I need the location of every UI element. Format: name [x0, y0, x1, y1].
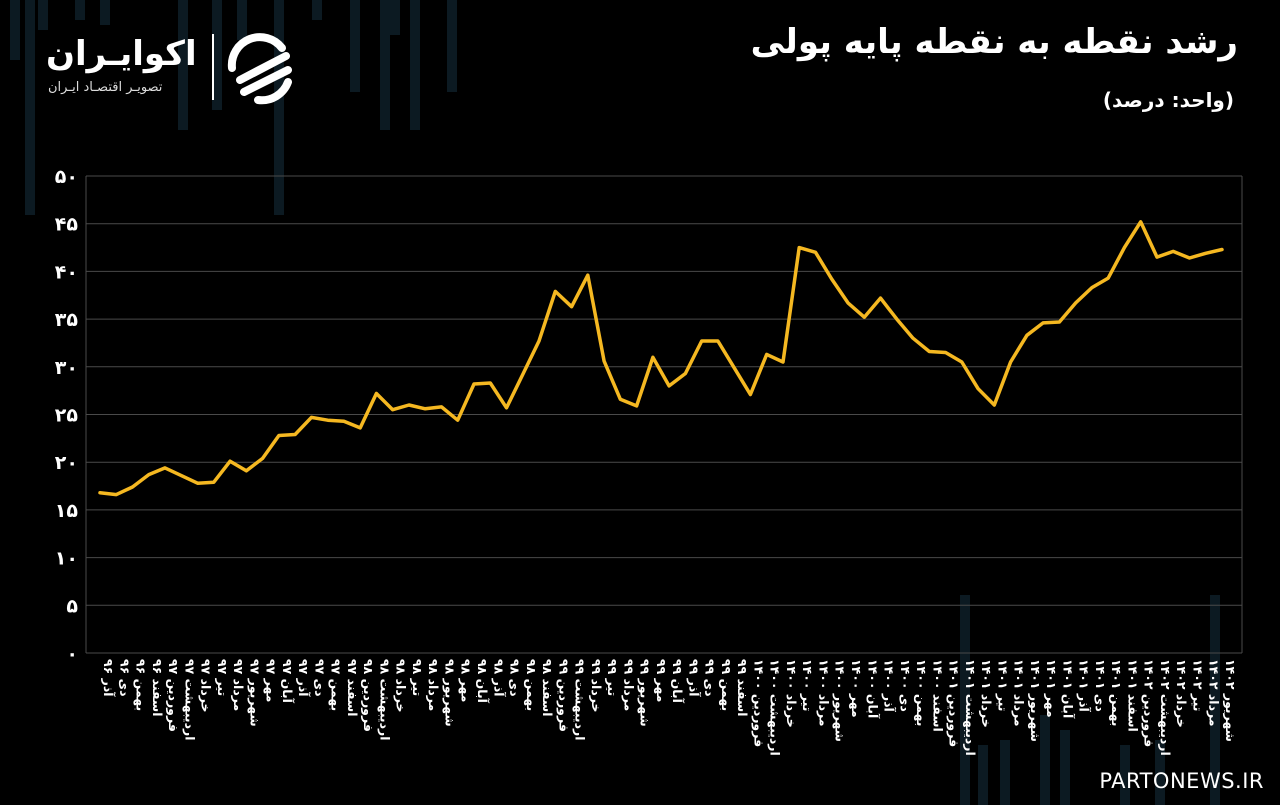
x-tick-label: شهریور ۹۹	[638, 659, 653, 727]
x-tick-label: اسفند ۱۴۰۰	[930, 659, 945, 732]
logo-name: اکوایـران	[46, 34, 197, 74]
x-tick-label: آبان ۹۹	[670, 659, 685, 704]
y-tick-label: ۵	[66, 595, 78, 617]
x-tick-label: آذر ۹۸	[491, 659, 506, 697]
x-tick-label: اردیبهشت ۱۴۰۱	[963, 659, 978, 756]
x-tick-label: اسفند ۱۴۰۱	[1125, 659, 1140, 732]
x-tick-label: شهریور ۹۷	[247, 659, 262, 727]
x-tick-label: خرداد ۱۴۰۰	[784, 659, 799, 728]
x-tick-label: آذر ۹۹	[686, 659, 701, 697]
y-tick-label: ۳۰	[55, 357, 78, 379]
x-tick-label: دی ۱۴۰۰	[898, 659, 913, 712]
watermark: PARTONEWS.IR	[1099, 769, 1264, 793]
logo-subtitle: تصویـر اقتصـاد ایـران	[48, 80, 163, 95]
x-tick-label: بهمن ۹۶	[134, 659, 149, 711]
x-tick-label: مهر ۱۴۰۱	[1044, 659, 1059, 718]
y-tick-label: ۵۰	[55, 166, 78, 188]
x-tick-label: تیر ۱۴۰۲	[1190, 659, 1205, 711]
x-tick-label: بهمن ۹۷	[329, 659, 344, 711]
x-tick-label: تیر ۹۷	[215, 659, 230, 696]
y-tick-label: ۳۵	[55, 309, 79, 331]
x-tick-label: خرداد ۱۴۰۱	[979, 659, 994, 728]
x-tick-label: بهمن ۱۴۰۰	[914, 659, 929, 726]
x-tick-label: مهر ۹۷	[264, 659, 279, 702]
x-tick-label: مهر ۱۴۰۰	[849, 659, 864, 718]
x-tick-label: فروردین ۱۴۰۲	[1142, 659, 1157, 747]
x-tick-label: اسفند ۹۹	[735, 659, 750, 717]
x-tick-label: خرداد ۹۸	[394, 659, 409, 713]
x-tick-label: اردیبهشت ۹۹	[573, 659, 588, 741]
y-tick-label: ۱۵	[55, 500, 79, 522]
series-line	[98, 220, 1224, 497]
x-tick-label: بهمن ۹۸	[524, 659, 539, 711]
y-tick-label: ۲۵	[55, 405, 79, 427]
x-tick-label: خرداد ۱۴۰۲	[1174, 659, 1189, 728]
x-tick-label: مرداد ۹۹	[621, 659, 636, 711]
x-tick-label: فروردین ۹۹	[556, 659, 571, 732]
x-tick-label: تیر ۹۸	[410, 659, 425, 696]
x-tick-label: آذر ۱۴۰۱	[1077, 659, 1092, 712]
y-axis-ticks: ۰ ۵ ۱۰ ۱۵ ۲۰ ۲۵ ۳۰ ۳۵ ۴۰ ۴۵ ۵۰	[55, 166, 79, 665]
x-tick-label: مهر ۹۹	[654, 659, 669, 702]
x-tick-label: شهریور ۹۸	[442, 659, 457, 727]
x-tick-label: شهریور ۱۴۰۲	[1223, 659, 1238, 742]
x-tick-label: مرداد ۹۷	[231, 659, 246, 711]
x-tick-label: اردیبهشت ۱۴۰۰	[768, 659, 783, 756]
x-tick-label: شهریور ۱۴۰۱	[1028, 659, 1043, 742]
x-tick-label: فروردین ۱۴۰۱	[947, 659, 962, 747]
x-tick-label: دی ۹۹	[703, 659, 718, 697]
x-tick-label: مرداد ۹۸	[426, 659, 441, 711]
chart-unit: (واحد: درصد)	[1102, 88, 1234, 112]
x-tick-label: فروردین ۹۷	[166, 659, 181, 732]
x-tick-label: خرداد ۹۹	[589, 659, 604, 713]
x-tick-label: دی ۹۶	[117, 659, 132, 697]
y-tick-label: ۴۰	[55, 261, 78, 283]
x-tick-label: اردیبهشت ۹۷	[182, 659, 197, 741]
chart-title: رشد نقطه به نقطه پایه پولی	[750, 22, 1238, 62]
logo-separator	[212, 34, 214, 100]
x-tick-label: شهریور ۱۴۰۰	[833, 659, 848, 742]
x-tick-label: فروردین ۹۸	[361, 659, 376, 732]
logo-mark-icon	[227, 33, 292, 105]
y-tick-label: ۴۵	[55, 214, 79, 236]
x-tick-label: اردیبهشت ۹۸	[377, 659, 392, 741]
x-tick-label: خرداد ۹۷	[199, 659, 214, 713]
x-tick-label: تیر ۹۹	[605, 659, 620, 696]
x-tick-label: دی ۱۴۰۱	[1093, 659, 1108, 712]
grid	[85, 175, 1243, 654]
x-tick-label: مرداد ۱۴۰۰	[816, 659, 831, 727]
x-tick-label: آبان ۱۴۰۰	[865, 659, 880, 719]
x-tick-label: تیر ۱۴۰۰	[800, 659, 815, 711]
y-tick-label: ۱۰	[55, 548, 78, 570]
x-tick-label: دی ۹۸	[508, 659, 523, 697]
x-tick-label: دی ۹۷	[312, 659, 327, 697]
x-tick-label: اردیبهشت ۱۴۰۲	[1158, 659, 1173, 756]
x-tick-label: بهمن ۱۴۰۱	[1109, 659, 1124, 726]
x-tick-label: آبان ۹۷	[280, 659, 295, 704]
x-tick-label: مرداد ۱۴۰۲	[1207, 659, 1222, 727]
y-tick-label: ۰	[66, 643, 78, 665]
y-tick-label: ۲۰	[55, 452, 78, 474]
x-tick-label: مرداد ۱۴۰۱	[1012, 659, 1027, 727]
x-tick-label: تیر ۱۴۰۱	[995, 659, 1010, 711]
x-tick-label: آبان ۱۴۰۱	[1060, 659, 1075, 719]
x-tick-label: اسفند ۹۷	[345, 659, 360, 717]
x-tick-label: فروردین ۱۴۰۰	[751, 659, 766, 747]
x-tick-label: آبان ۹۸	[475, 659, 490, 704]
x-tick-label: آذر ۹۷	[296, 659, 311, 697]
x-tick-label: اسفند ۹۶	[150, 659, 165, 717]
x-tick-label: آذر ۱۴۰۰	[882, 659, 897, 712]
x-tick-label: آذر ۹۶	[101, 659, 116, 697]
x-tick-label: اسفند ۹۸	[540, 659, 555, 717]
x-tick-label: مهر ۹۸	[459, 659, 474, 702]
x-tick-label: بهمن ۹۹	[719, 659, 734, 711]
series-line-group	[98, 220, 1224, 497]
logo: اکوایـران تصویـر اقتصـاد ایـران	[46, 30, 306, 110]
